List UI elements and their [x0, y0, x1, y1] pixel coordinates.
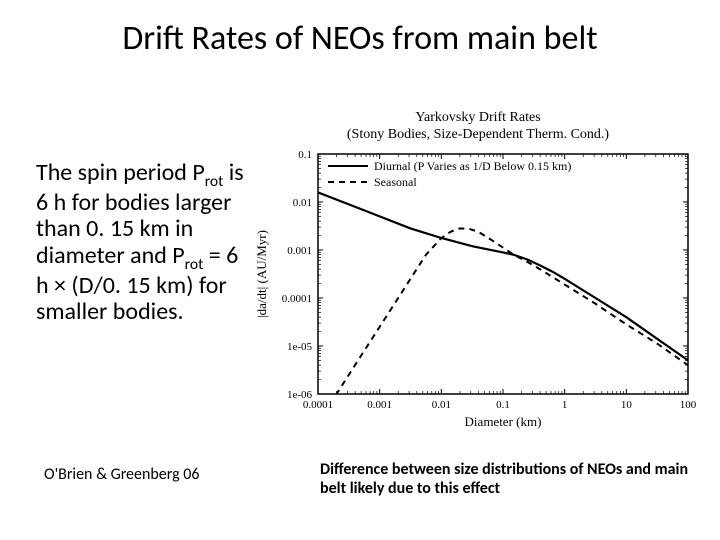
chart-title: Yarkovsky Drift Rates (Stony Bodies, Siz… — [248, 110, 708, 144]
svg-text:Seasonal: Seasonal — [374, 175, 417, 189]
svg-text:10: 10 — [621, 399, 633, 411]
svg-text:0.0001: 0.0001 — [282, 293, 312, 305]
svg-text:0.1: 0.1 — [298, 149, 312, 161]
svg-text:Diameter (km): Diameter (km) — [465, 414, 542, 429]
svg-text:1: 1 — [562, 399, 568, 411]
svg-text:0.1: 0.1 — [496, 399, 510, 411]
svg-text:Diurnal (P Varies as 1/D Below: Diurnal (P Varies as 1/D Below 0.15 km) — [374, 159, 571, 173]
credit-text: O'Brien & Greenberg 06 — [44, 465, 199, 484]
svg-text:0.01: 0.01 — [293, 197, 312, 209]
chart-container: Yarkovsky Drift Rates (Stony Bodies, Siz… — [248, 110, 708, 440]
svg-text:0.01: 0.01 — [432, 399, 451, 411]
svg-text:1e-06: 1e-06 — [287, 389, 313, 401]
svg-text:0.001: 0.001 — [287, 245, 312, 257]
chart-svg: 0.00010.0010.010.11101000.10.010.0010.00… — [248, 146, 708, 441]
slide-title: Drift Rates of NEOs from main belt — [0, 18, 720, 59]
slide: Drift Rates of NEOs from main belt The s… — [0, 0, 720, 540]
svg-text:|da/dt| (AU/Myr): |da/dt| (AU/Myr) — [254, 230, 269, 318]
svg-text:100: 100 — [680, 399, 697, 411]
chart-title-line2: (Stony Bodies, Size-Dependent Therm. Con… — [347, 127, 609, 142]
svg-text:0.001: 0.001 — [367, 399, 392, 411]
body-text: The spin period Prot is 6 h for bodies l… — [36, 160, 246, 325]
svg-text:1e-05: 1e-05 — [287, 341, 313, 353]
chart-title-line1: Yarkovsky Drift Rates — [415, 110, 540, 125]
caption-text: Difference between size distributions of… — [320, 460, 690, 498]
